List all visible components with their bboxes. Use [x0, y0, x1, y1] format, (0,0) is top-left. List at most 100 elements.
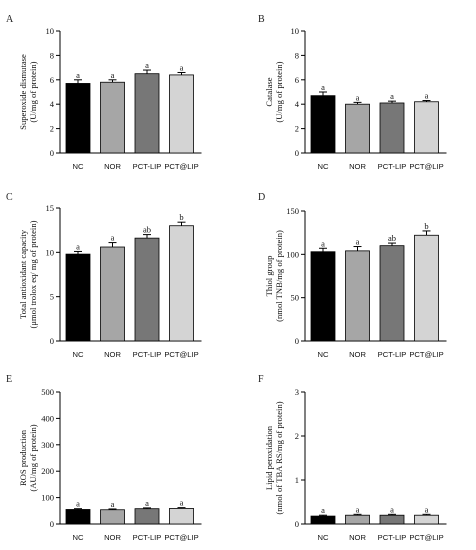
significance-letter: a [321, 505, 325, 515]
significance-letter: a [321, 238, 325, 248]
y-tick-label: 10 [291, 26, 300, 36]
x-tick-label: NC [73, 162, 84, 171]
significance-letter: a [145, 498, 149, 508]
y-tick-label: 2 [50, 124, 54, 134]
y-tick-label: 2 [295, 431, 299, 441]
x-tick-label: NC [318, 533, 329, 542]
x-tick-label: NC [73, 533, 84, 542]
y-tick-label: 200 [41, 466, 54, 476]
bar-nor [345, 514, 370, 525]
y-axis-label: (nmol of TBA RS/mg of protein) [274, 401, 284, 514]
bar-nor [100, 246, 125, 342]
significance-letter: ab [143, 225, 151, 235]
y-tick-label: 300 [41, 440, 54, 450]
significance-letter: a [76, 70, 80, 80]
y-tick-label: 100 [286, 249, 299, 259]
y-axis-label: (U/mg of protein) [274, 61, 284, 122]
panel-e: E 0 100 200 300 400 500 ROS production (AU/mg of… [6, 374, 202, 542]
significance-letter: a [111, 499, 115, 509]
bar-pct-lip [379, 245, 405, 342]
bar-nor [100, 81, 125, 154]
y-tick-label: 8 [50, 50, 54, 60]
panel-letter: E [6, 374, 12, 385]
x-tick-label: PCT-LIP [133, 350, 162, 359]
x-tick-label: PCT@LIP [409, 162, 443, 171]
significance-letter: a [390, 504, 394, 514]
y-axis-label: Total antioxidant capacity [18, 229, 28, 319]
y-axis-label: Lipid peroxidation [264, 425, 274, 490]
y-tick-label: 3 [295, 387, 299, 397]
bar-nor [345, 103, 370, 154]
bar-pct-lip [379, 102, 405, 154]
significance-letter: a [180, 498, 184, 508]
x-tick-label: NC [318, 350, 329, 359]
bar-pct@lip [169, 74, 194, 154]
bar-pct-lip [379, 514, 405, 525]
significance-letter: a [356, 504, 360, 514]
y-tick-label: 50 [291, 293, 300, 303]
y-tick-label: 2 [295, 124, 299, 134]
x-tick-label: NOR [349, 533, 366, 542]
y-tick-label: 500 [41, 387, 54, 397]
x-tick-label: PCT-LIP [133, 533, 162, 542]
x-tick-label: NC [318, 162, 329, 171]
y-axis-label: ROS production [18, 429, 28, 486]
panel-letter: A [6, 14, 14, 25]
y-axis-label: (nmol TNB/mg of protein) [274, 230, 284, 322]
significance-letter: a [390, 91, 394, 101]
x-tick-label: NOR [349, 162, 366, 171]
significance-letter: b [424, 221, 428, 231]
panel-letter: C [6, 192, 13, 203]
x-tick-label: PCT@LIP [164, 350, 198, 359]
bar-pct@lip [414, 234, 439, 342]
y-tick-label: 150 [286, 206, 299, 216]
y-tick-label: 0 [295, 519, 299, 529]
bar-pct@lip [169, 225, 194, 342]
y-tick-label: 8 [295, 50, 299, 60]
bar-nc [310, 251, 336, 342]
bar-nc [310, 515, 336, 525]
y-tick-label: 6 [50, 75, 54, 85]
panel-f: F 0 1 2 3 Lipid peroxidation (nmol of TBA RS/m… [258, 374, 447, 542]
y-tick-label: 100 [41, 493, 54, 503]
x-tick-label: PCT@LIP [409, 533, 443, 542]
significance-letter: a [111, 233, 115, 243]
y-axis-label: (μmol trolox eq/ mg of protein) [28, 220, 38, 328]
y-tick-label: 10 [46, 247, 55, 257]
y-tick-label: 0 [295, 148, 299, 158]
y-axis-label: (AU/mg of protein) [28, 424, 38, 491]
bar-pct@lip [169, 508, 194, 525]
y-tick-label: 0 [50, 519, 54, 529]
bar-pct-lip [134, 237, 160, 342]
significance-letter: a [425, 91, 429, 101]
x-tick-label: NOR [104, 533, 121, 542]
y-axis-label: Catalase [264, 77, 274, 106]
x-tick-label: PCT@LIP [164, 162, 198, 171]
bar-pct@lip [414, 514, 439, 525]
bar-nor [345, 250, 370, 342]
significance-letter: b [179, 212, 183, 222]
x-tick-label: NOR [349, 350, 366, 359]
bar-nc [65, 83, 91, 154]
y-tick-label: 5 [50, 292, 54, 302]
x-tick-label: PCT-LIP [378, 162, 407, 171]
significance-letter: a [111, 70, 115, 80]
significance-letter: a [180, 62, 184, 72]
y-tick-label: 4 [295, 99, 300, 109]
bar-nc [65, 509, 91, 525]
y-axis-label: Thiol group [264, 256, 274, 297]
y-tick-label: 0 [295, 336, 299, 346]
significance-letter: a [76, 241, 80, 251]
significance-letter: a [321, 82, 325, 92]
bar-pct@lip [414, 101, 439, 154]
y-tick-label: 0 [50, 336, 54, 346]
x-tick-label: PCT@LIP [409, 350, 443, 359]
y-tick-label: 1 [295, 475, 299, 485]
y-tick-label: 10 [46, 26, 55, 36]
x-tick-label: PCT@LIP [164, 533, 198, 542]
y-tick-label: 15 [46, 203, 55, 213]
significance-letter: a [356, 237, 360, 247]
panel-letter: B [258, 14, 265, 25]
significance-letter: a [76, 499, 80, 509]
